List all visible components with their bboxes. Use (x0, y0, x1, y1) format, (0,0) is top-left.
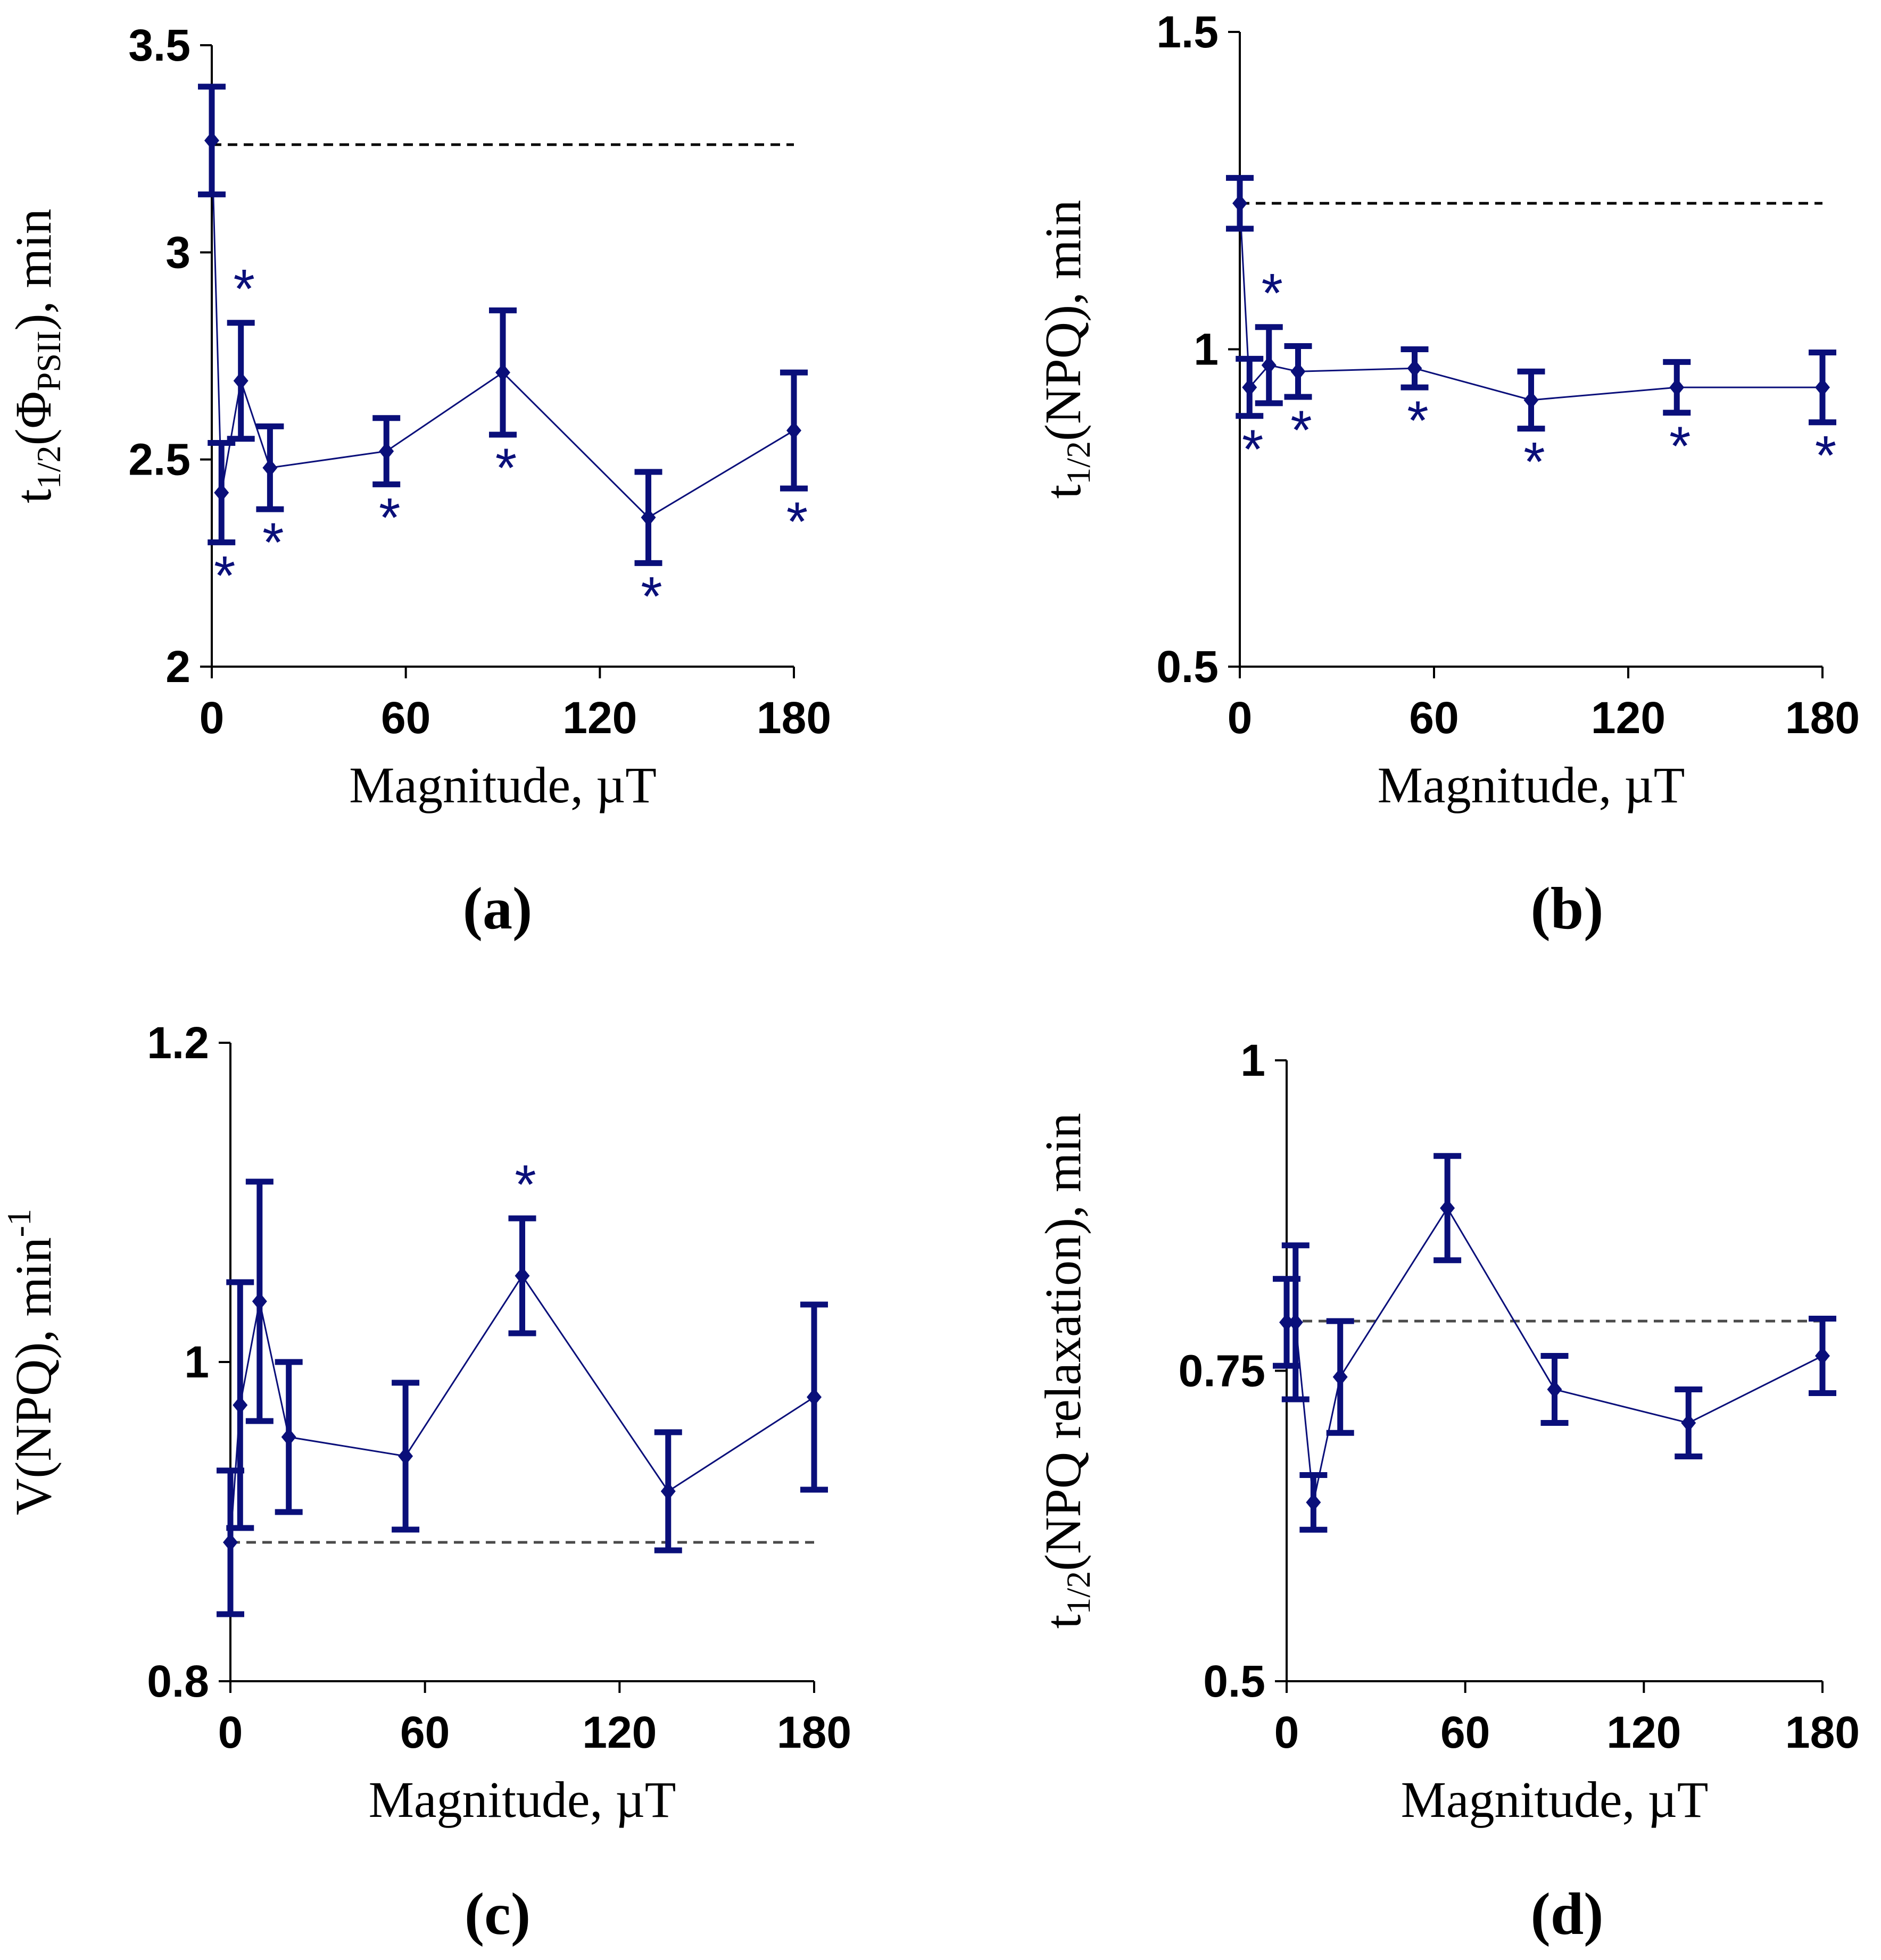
data-point (1815, 378, 1830, 397)
y-tick-label: 1.5 (1156, 7, 1219, 57)
data-point (1306, 1493, 1321, 1511)
y-tick-label: 1 (184, 1337, 209, 1387)
x-tick-label: 0 (1228, 693, 1253, 743)
data-point (1669, 378, 1685, 397)
y-tick-label: 1 (1240, 1035, 1265, 1085)
data-point (495, 363, 510, 382)
data-point (1242, 378, 1257, 397)
data-point (786, 421, 801, 440)
data-point (1440, 1199, 1455, 1217)
y-tick-label: 3.5 (128, 20, 190, 70)
significance-star: * (379, 487, 400, 549)
x-axis-title: Magnitude, µT (1378, 757, 1685, 813)
y-tick-label: 0.5 (1203, 1656, 1265, 1706)
x-tick-label: 0 (1274, 1707, 1299, 1757)
data-point (204, 131, 219, 150)
x-tick-label: 180 (757, 693, 831, 743)
data-point (1681, 1414, 1696, 1432)
x-tick-label: 60 (1440, 1707, 1490, 1757)
significance-star: * (1242, 419, 1263, 480)
significance-star: * (1262, 263, 1283, 325)
data-point (1332, 1368, 1348, 1386)
y-axis-title: t1/2(NPQ relaxation), min (1034, 1113, 1097, 1629)
data-point (1290, 362, 1306, 381)
data-point (660, 1482, 676, 1500)
y-axis-title: V(NPQ), min-1 (0, 1209, 62, 1515)
significance-star: * (1669, 416, 1691, 477)
data-point (515, 1267, 530, 1285)
panel-label: (d) (1531, 1881, 1604, 1947)
significance-star: * (262, 512, 284, 574)
significance-star: * (1523, 431, 1545, 493)
y-axis-title: t1/2(NPQ), min (1034, 200, 1097, 499)
y-tick-label: 0.75 (1179, 1346, 1266, 1396)
x-tick-label: 180 (1785, 1707, 1860, 1757)
x-axis-title: Magnitude, µT (1401, 1771, 1709, 1828)
data-point (1547, 1380, 1562, 1399)
series-line (229, 1274, 815, 1543)
data-point (281, 1428, 296, 1446)
y-tick-label: 2 (165, 642, 190, 692)
panel-label: (c) (465, 1881, 531, 1947)
data-point (1279, 1313, 1294, 1332)
y-tick-label: 2.5 (128, 435, 190, 485)
data-point (1407, 359, 1422, 378)
y-tick-label: 1.2 (147, 1018, 209, 1068)
data-point (807, 1388, 822, 1406)
data-point (398, 1447, 413, 1465)
data-point (214, 483, 229, 502)
x-tick-label: 180 (1785, 693, 1860, 743)
data-point (1232, 194, 1247, 213)
x-tick-label: 60 (400, 1707, 450, 1757)
chart-panel-2: 0.5 1 1.5 0 60 120 180 Magnitude, µT t1/2(NPQ), … (1034, 7, 1860, 942)
data-point (262, 459, 278, 477)
panel-label: (b) (1531, 876, 1604, 942)
y-axis-title: t1/2(ΦPSII), min (5, 209, 68, 503)
significance-star: * (214, 545, 235, 607)
data-point (641, 508, 656, 527)
data-point (252, 1292, 267, 1310)
data-point (1523, 391, 1539, 409)
x-tick-label: 120 (582, 1707, 657, 1757)
significance-star: * (233, 259, 254, 320)
data-point (233, 1396, 248, 1414)
y-tick-label: 3 (165, 227, 190, 277)
data-point (1288, 1313, 1303, 1332)
significance-star: * (641, 566, 662, 627)
panel-label: (a) (463, 876, 533, 942)
significance-star: * (786, 491, 808, 553)
series-line (1287, 1206, 1823, 1503)
y-tick-label: 0.5 (1156, 642, 1219, 692)
data-point (233, 371, 248, 390)
x-tick-label: 180 (777, 1707, 851, 1757)
data-point (1261, 356, 1277, 375)
significance-star: * (495, 437, 517, 499)
series-line (211, 140, 794, 519)
x-tick-label: 120 (1591, 693, 1665, 743)
x-tick-label: 120 (1606, 1707, 1681, 1757)
data-point (1815, 1347, 1830, 1365)
chart-panel-3: 0.8 1 1.2 0 60 120 180 Magnitude, µT V(NPQ), min… (0, 1018, 851, 1947)
x-tick-label: 60 (381, 693, 430, 743)
significance-star: * (515, 1154, 536, 1216)
x-tick-label: 0 (218, 1707, 243, 1757)
data-point (223, 1533, 238, 1551)
x-axis-title: Magnitude, µT (349, 757, 657, 813)
x-tick-label: 120 (562, 693, 637, 743)
significance-star: * (1407, 390, 1428, 452)
y-tick-label: 0.8 (147, 1656, 209, 1706)
data-point (379, 442, 394, 461)
chart-panel-1: 2 2.5 3 3.5 0 60 120 180 Magnitude, µT t1/2(ΦPSII… (5, 20, 831, 942)
chart-panel-4: 0.5 0.75 1 0 60 120 180 Magnitude, µT t1/2(NPQ r… (1034, 1035, 1860, 1947)
significance-star: * (1290, 400, 1312, 461)
x-axis-title: Magnitude, µT (369, 1771, 676, 1828)
y-tick-label: 1 (1194, 325, 1219, 375)
x-tick-label: 0 (200, 693, 225, 743)
significance-star: * (1815, 425, 1836, 487)
x-tick-label: 60 (1409, 693, 1459, 743)
